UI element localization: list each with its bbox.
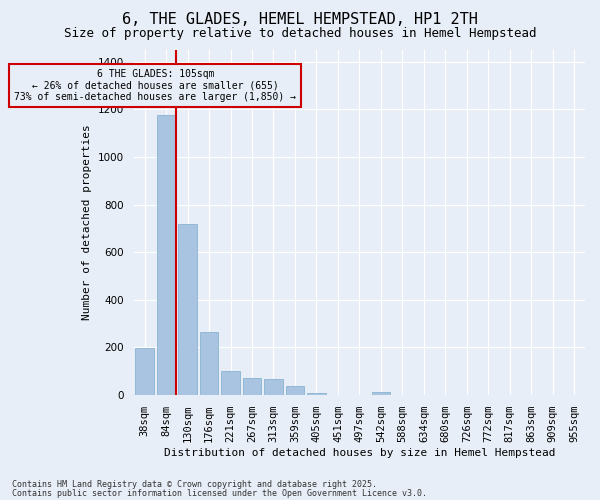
- Bar: [178, 224, 197, 394]
- Bar: [307, 393, 326, 394]
- Text: Size of property relative to detached houses in Hemel Hempstead: Size of property relative to detached ho…: [64, 28, 536, 40]
- Bar: [200, 332, 218, 394]
- Bar: [286, 386, 304, 394]
- Text: 6 THE GLADES: 105sqm
← 26% of detached houses are smaller (655)
73% of semi-deta: 6 THE GLADES: 105sqm ← 26% of detached h…: [14, 69, 296, 102]
- Text: Contains public sector information licensed under the Open Government Licence v3: Contains public sector information licen…: [12, 489, 427, 498]
- Title: 6, THE GLADES, HEMEL HEMPSTEAD, HP1 2TH
Size of property relative to detached ho: 6, THE GLADES, HEMEL HEMPSTEAD, HP1 2TH …: [0, 499, 1, 500]
- Bar: [157, 116, 175, 394]
- Bar: [136, 348, 154, 395]
- Text: Contains HM Land Registry data © Crown copyright and database right 2025.: Contains HM Land Registry data © Crown c…: [12, 480, 377, 489]
- Bar: [221, 371, 239, 394]
- Y-axis label: Number of detached properties: Number of detached properties: [82, 124, 92, 320]
- Text: 6, THE GLADES, HEMEL HEMPSTEAD, HP1 2TH: 6, THE GLADES, HEMEL HEMPSTEAD, HP1 2TH: [122, 12, 478, 28]
- Bar: [265, 380, 283, 394]
- Bar: [372, 392, 390, 394]
- Bar: [243, 378, 261, 394]
- X-axis label: Distribution of detached houses by size in Hemel Hempstead: Distribution of detached houses by size …: [164, 448, 555, 458]
